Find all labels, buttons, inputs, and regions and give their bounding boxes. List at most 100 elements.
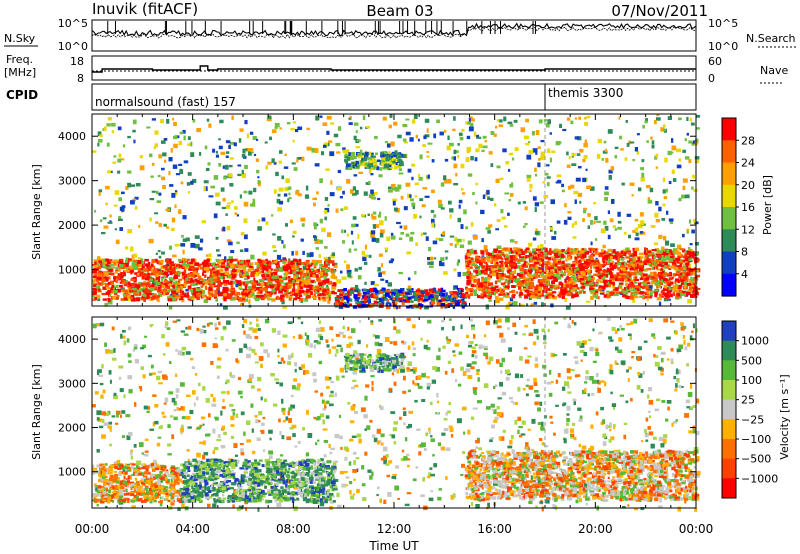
data-cell [205, 254, 209, 257]
data-cell [411, 176, 414, 181]
data-cell [558, 295, 562, 299]
data-cell [244, 248, 249, 252]
data-cell [581, 288, 584, 292]
data-cell [667, 150, 672, 156]
data-cell [640, 167, 644, 171]
data-cell [682, 290, 686, 294]
data-cell [93, 281, 96, 285]
data-cell [606, 267, 610, 271]
data-cell [540, 151, 546, 157]
data-cell [171, 217, 176, 223]
data-cell [108, 276, 111, 280]
data-cell [166, 226, 170, 229]
data-cell [390, 235, 396, 240]
data-cell [271, 129, 277, 134]
data-cell [512, 263, 517, 266]
data-cell [634, 218, 639, 222]
data-cell [295, 190, 300, 195]
data-cell [597, 268, 602, 271]
data-cell [270, 278, 275, 282]
data-cell [590, 278, 595, 281]
data-cell [135, 297, 140, 302]
data-cell [590, 220, 593, 225]
data-cell [259, 282, 262, 286]
data-cell [512, 257, 516, 261]
data-cell [368, 254, 372, 258]
data-cell [208, 280, 213, 283]
data-cell [544, 252, 548, 257]
data-cell [178, 264, 183, 268]
data-cell [227, 202, 231, 205]
data-cell [508, 301, 512, 305]
data-cell [695, 242, 699, 246]
data-cell [547, 282, 550, 285]
data-cell [568, 267, 571, 270]
data-cell [395, 306, 399, 310]
data-cell [632, 298, 636, 303]
data-cell [192, 178, 197, 184]
data-cell [505, 296, 510, 299]
data-cell [532, 265, 537, 269]
data-cell [175, 173, 180, 176]
data-cell [556, 220, 561, 224]
data-cell [594, 250, 597, 254]
data-cell [440, 287, 444, 292]
data-cell [231, 274, 237, 278]
data-cell [342, 240, 345, 244]
data-cell [179, 271, 184, 274]
data-cell [534, 286, 539, 290]
data-cell [672, 292, 676, 296]
data-cell [666, 295, 670, 298]
data-cell [431, 189, 435, 193]
data-cell [106, 142, 110, 147]
data-cell [423, 135, 427, 140]
data-cell [538, 119, 543, 124]
data-cell [661, 264, 665, 268]
data-cell [433, 287, 436, 292]
data-cell [655, 117, 661, 121]
data-cell [594, 259, 600, 262]
data-cell [424, 134, 430, 138]
data-cell [457, 154, 460, 159]
data-cell [488, 267, 491, 271]
data-cell [119, 227, 123, 231]
data-cell [560, 265, 564, 269]
data-cell [114, 269, 118, 274]
data-cell [658, 257, 662, 262]
data-cell [443, 175, 447, 181]
data-cell [520, 127, 526, 133]
data-cell [575, 261, 578, 264]
data-cell [539, 254, 544, 257]
data-cell [161, 176, 166, 181]
data-cell [593, 292, 596, 295]
data-cell [144, 258, 149, 262]
data-cell [620, 250, 624, 254]
data-cell [563, 219, 568, 225]
data-cell [539, 278, 544, 283]
data-cell [671, 145, 677, 151]
data-cell [250, 262, 254, 266]
data-cell [250, 271, 255, 275]
data-cell [573, 284, 578, 288]
data-cell [245, 292, 248, 297]
data-cell [179, 293, 183, 297]
data-cell [153, 272, 157, 276]
data-cell [689, 243, 693, 246]
data-cell [634, 227, 639, 232]
data-cell [650, 295, 653, 298]
data-cell [689, 117, 692, 122]
data-cell [618, 284, 622, 288]
data-cell [509, 247, 513, 251]
data-cell [157, 269, 161, 272]
data-cell [605, 290, 610, 293]
data-cell [219, 303, 223, 307]
data-cell [582, 248, 585, 251]
data-cell [605, 251, 609, 255]
data-cell [182, 238, 187, 242]
data-cell [663, 265, 668, 269]
data-cell [238, 269, 242, 273]
data-cell [539, 251, 544, 254]
data-cell [654, 212, 659, 218]
data-cell [137, 267, 143, 271]
data-cell [591, 252, 594, 257]
